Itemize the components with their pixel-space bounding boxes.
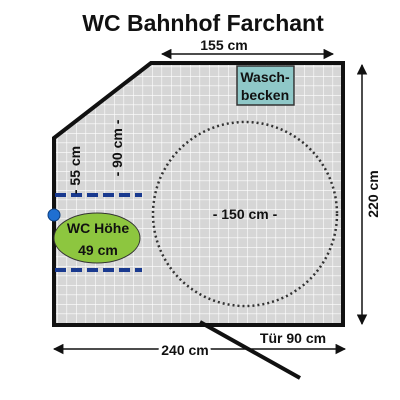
sink-label-line2: becken	[241, 87, 289, 103]
toilet-flush-dot	[47, 208, 61, 222]
circle-diameter-label: - 150 cm -	[213, 206, 278, 222]
dim-top-label: 155 cm	[200, 37, 247, 53]
turning-circle	[151, 120, 339, 308]
toilet-label-line2: 49 cm	[78, 242, 118, 258]
sink-label-line1: Wasch-	[240, 69, 290, 85]
dim-bottom-label: 240 cm	[161, 342, 208, 358]
door-width-label: Tür 90 cm	[260, 330, 326, 346]
dim-55cm-label: - 55 cm	[67, 146, 83, 194]
toilet-label-line1: WC Höhe	[67, 220, 129, 236]
plan-title: WC Bahnhof Farchant	[82, 10, 324, 36]
room-floor	[52, 61, 345, 327]
toilet-shape	[53, 212, 141, 264]
dim-right-label: 220 cm	[365, 170, 381, 217]
dim-90cm-label: - 90 cm -	[109, 119, 125, 176]
sink-shape	[236, 65, 295, 106]
